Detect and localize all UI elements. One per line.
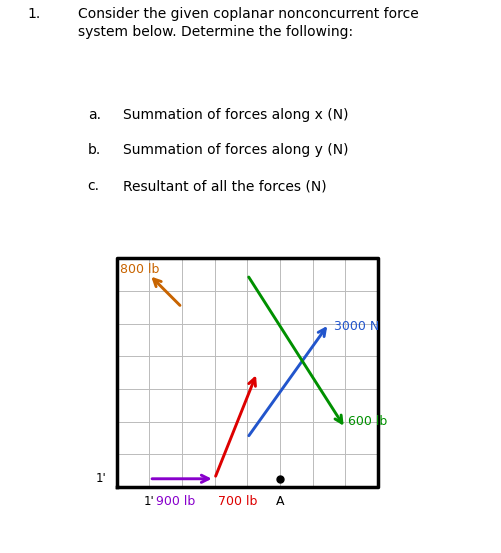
Text: Summation of forces along x (N): Summation of forces along x (N) [123,107,348,122]
Text: 1.: 1. [28,7,41,20]
Text: Resultant of all the forces (N): Resultant of all the forces (N) [123,179,326,193]
Text: c.: c. [88,179,100,193]
Text: 800 lb: 800 lb [120,263,159,276]
Text: 700 lb: 700 lb [218,495,257,508]
Text: Summation of forces along y (N): Summation of forces along y (N) [123,143,348,158]
Text: 3000 N: 3000 N [334,320,379,333]
Text: 600 lb: 600 lb [349,415,388,428]
Text: b.: b. [88,143,101,158]
Text: 1': 1' [96,472,107,486]
Text: 1': 1' [144,495,155,508]
Text: Consider the given coplanar nonconcurrent force
system below. Determine the foll: Consider the given coplanar nonconcurren… [78,7,418,39]
Text: a.: a. [88,107,101,122]
Text: 900 lb: 900 lb [156,495,195,508]
Text: A: A [276,495,284,508]
